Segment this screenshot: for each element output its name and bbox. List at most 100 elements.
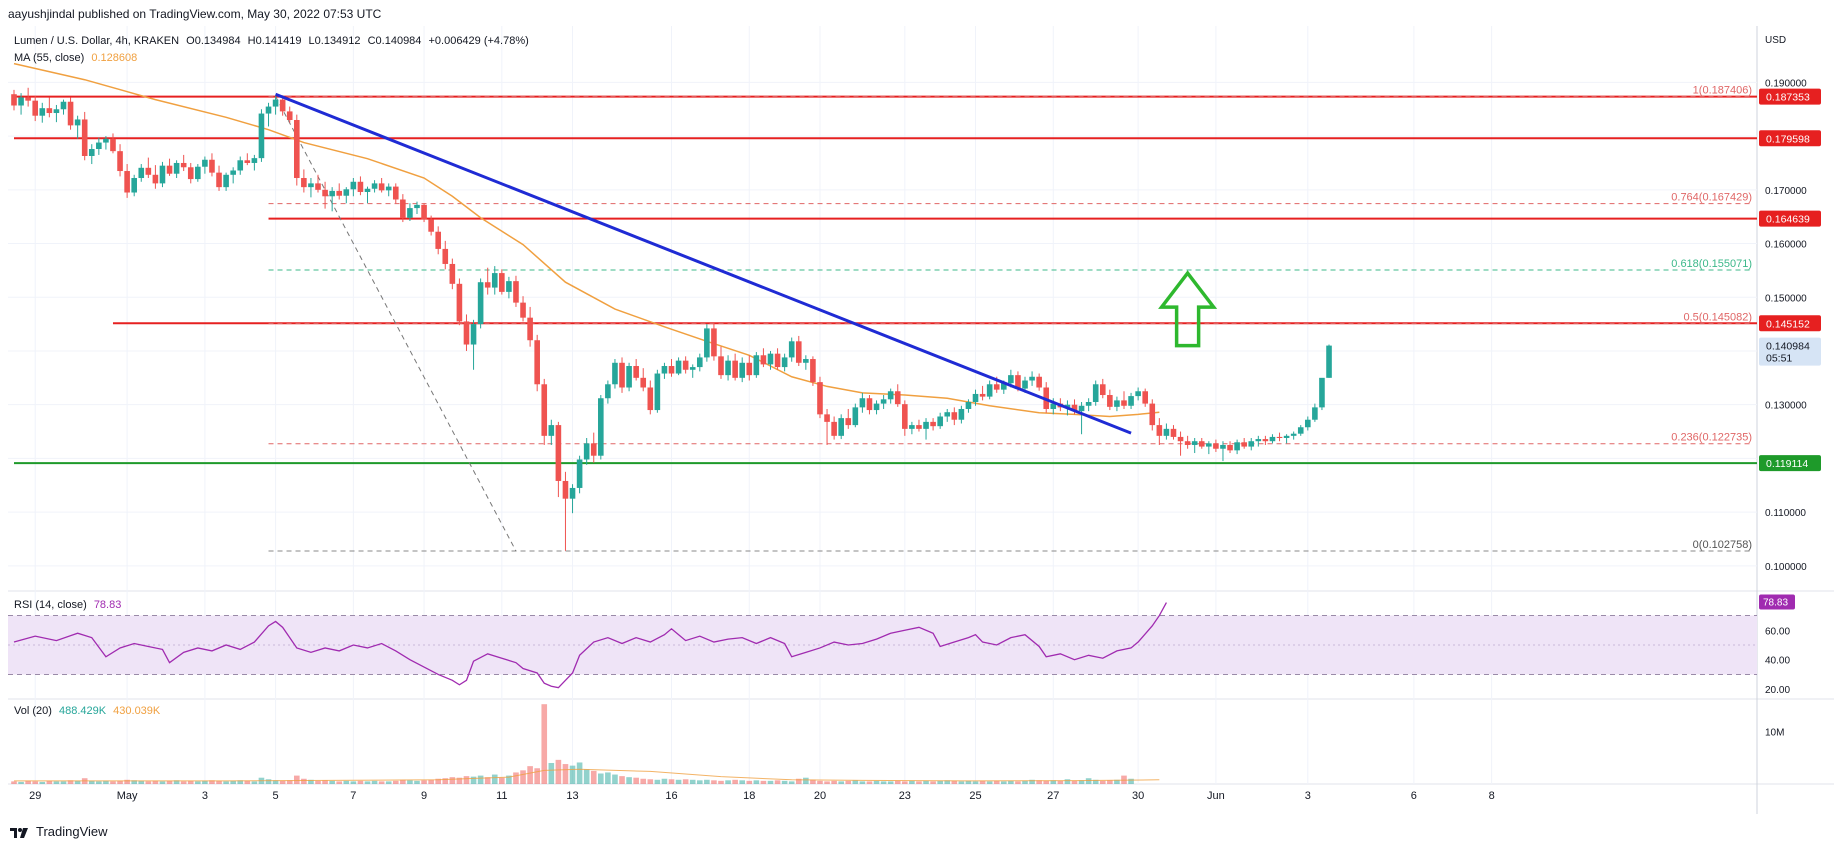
candle: [993, 384, 1000, 390]
price-tick-label: 0.190000: [1765, 78, 1807, 89]
volume-bar: [159, 781, 166, 784]
candle: [696, 357, 703, 368]
volume-bar: [350, 781, 357, 784]
candle: [1092, 384, 1099, 402]
rsi-value-box: [1759, 594, 1795, 610]
candle: [1319, 377, 1325, 408]
volume-bar: [1029, 779, 1035, 784]
candle: [499, 273, 505, 292]
close-value: C0.140984: [367, 35, 422, 47]
fibonacci-retracement: 1(0.187406) 0.764(0.167429) 0.618(0.155071…: [268, 84, 1752, 552]
candle: [902, 404, 908, 429]
volume-bar: [110, 781, 116, 784]
candle: [1234, 442, 1240, 451]
candle: [569, 487, 576, 499]
candle: [202, 159, 208, 167]
candle: [682, 360, 689, 370]
price-label-text: 0.164639: [1766, 214, 1810, 226]
rsi-line: [13, 602, 1167, 689]
volume-bar: [294, 775, 300, 784]
volume-bar: [385, 781, 392, 784]
volume-bar: [640, 778, 647, 784]
tradingview-logo[interactable]: TradingView: [10, 824, 108, 839]
candle: [972, 393, 979, 402]
volume-bar: [46, 780, 53, 784]
volume-bar: [301, 778, 307, 784]
candle: [605, 384, 611, 399]
volume-bar: [39, 781, 46, 784]
volume-bar: [689, 779, 696, 784]
candle: [1156, 425, 1163, 436]
candle: [371, 183, 378, 189]
price-label-text: 0.187353: [1766, 92, 1810, 104]
candle: [96, 142, 102, 150]
time-tick-label: 13: [566, 790, 578, 802]
volume-bar: [470, 776, 477, 784]
candle: [159, 165, 166, 184]
volume-bar: [279, 780, 286, 784]
volume-bar: [711, 780, 717, 784]
candle: [294, 120, 300, 179]
candle: [590, 443, 597, 456]
candle: [491, 273, 498, 288]
volume-bar: [1043, 780, 1050, 784]
price-label-box: [1759, 88, 1821, 105]
chart-area[interactable]: 1(0.187406) 0.764(0.167429) 0.618(0.155071…: [0, 26, 1834, 818]
volume-bar: [774, 780, 781, 784]
candle: [1198, 441, 1205, 447]
candle: [1036, 376, 1042, 388]
candle: [958, 408, 965, 420]
candle: [145, 167, 152, 175]
volume-bar: [979, 780, 986, 784]
candle: [753, 355, 760, 376]
candle: [718, 356, 724, 376]
volume-bar: [18, 781, 24, 784]
candle: [195, 166, 201, 180]
volume-bar: [788, 781, 795, 784]
volume-bar: [1085, 778, 1092, 784]
candle: [689, 367, 696, 370]
volume-bar: [965, 780, 972, 784]
volume-bar: [866, 781, 873, 784]
candle: [887, 391, 894, 400]
volume-bar: [1128, 778, 1134, 784]
candle: [1170, 428, 1177, 437]
rsi-label: RSI (14, close): [14, 599, 87, 611]
volume-bar: [378, 781, 385, 784]
volume-bar: [223, 781, 229, 784]
volume-bar: [103, 780, 109, 784]
volume-bar: [237, 780, 244, 784]
candle: [272, 99, 279, 107]
candle: [1107, 395, 1113, 407]
candle: [152, 174, 159, 184]
candle: [923, 421, 929, 429]
candle: [746, 362, 753, 376]
volume-bar: [152, 780, 159, 784]
time-tick-label: 11: [496, 790, 507, 802]
rsi-panel: [8, 602, 1757, 689]
volume-bar: [216, 780, 222, 784]
volume-bar: [166, 780, 173, 784]
candle: [760, 355, 767, 365]
volume-bar: [958, 781, 965, 784]
volume-bar: [725, 780, 731, 784]
candle: [258, 113, 265, 159]
volume-bar: [1114, 779, 1120, 784]
time-tick-label: 23: [899, 790, 911, 802]
candle: [1142, 391, 1148, 404]
trend-line-path: [275, 92, 1132, 435]
candle: [817, 382, 823, 415]
candles: [11, 87, 1332, 551]
volume-bar: [364, 781, 371, 784]
candle: [39, 108, 46, 116]
volume-bar: [400, 779, 406, 784]
volume-bar: [96, 781, 102, 784]
candle: [110, 138, 116, 152]
price-label-text: 0.179598: [1766, 133, 1810, 145]
volume-bar: [696, 780, 703, 784]
fib-level-label: 0.618(0.155071): [1671, 258, 1752, 270]
price-tick-label: 0.100000: [1765, 562, 1807, 573]
candle: [237, 160, 244, 171]
candle: [1064, 404, 1071, 408]
ma-line: [13, 62, 1160, 418]
